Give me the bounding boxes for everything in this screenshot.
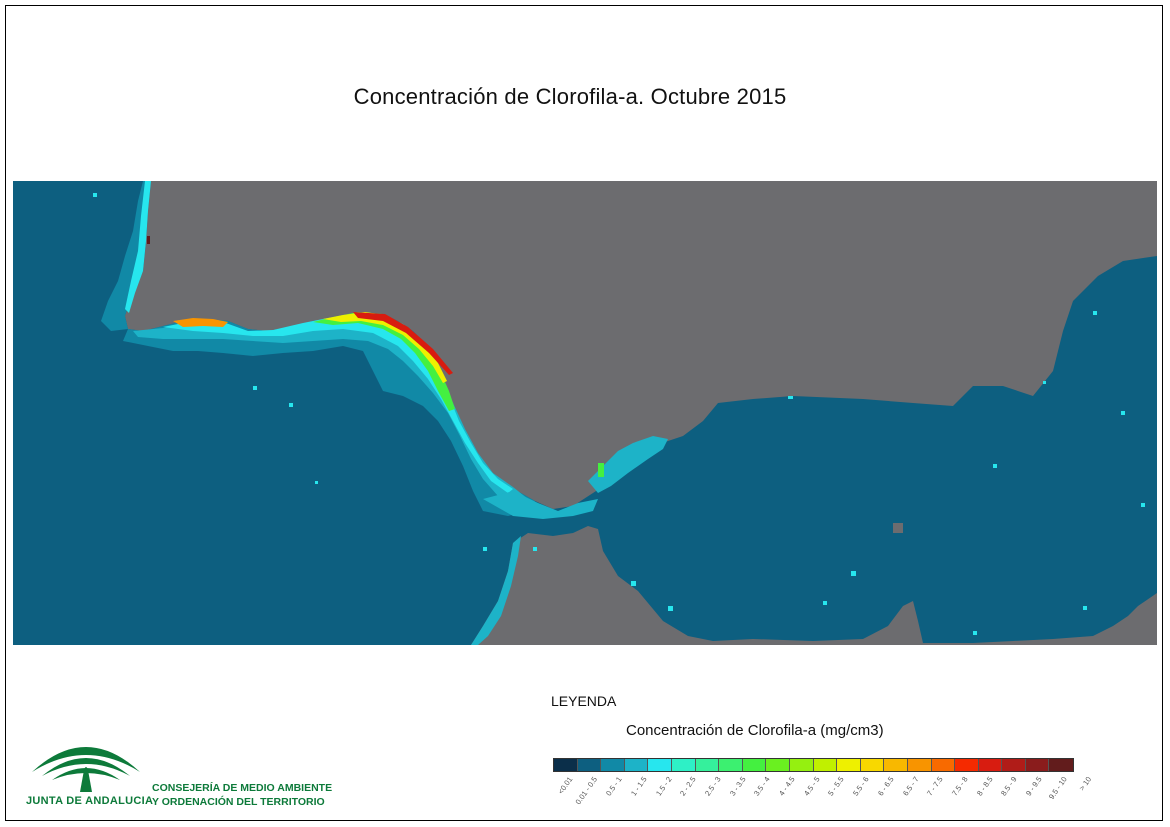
legend-label: 9.5 - 10 [1046, 775, 1069, 801]
legend-swatch [907, 759, 932, 771]
legend-swatch [931, 759, 956, 771]
no-data-patch [893, 523, 903, 533]
legend-label: > 10 [1077, 775, 1094, 793]
legend-swatch [955, 759, 979, 771]
legend-swatch [860, 759, 885, 771]
legend-swatch [742, 759, 767, 771]
legend-label: 9 - 9.5 [1024, 775, 1044, 798]
legend-swatch [766, 759, 790, 771]
legend-swatch [719, 759, 743, 771]
department-name: CONSEJERÍA DE MEDIO AMBIENTE Y ORDENACIÓ… [152, 781, 332, 809]
legend-swatch [1002, 759, 1026, 771]
legend-label: 4.5 - 5 [801, 775, 822, 798]
chlorophyll-peak-guadalquivir [323, 312, 447, 383]
legend-label: 1 - 1.5 [628, 775, 649, 798]
legend-label: 5 - 5.5 [826, 775, 847, 798]
legend-label: 0.5 - 1 [604, 775, 624, 798]
chlorophyll-high-guadalquivir [313, 312, 455, 411]
legend-label: 3.5 - 4 [752, 775, 772, 798]
legend-swatch [789, 759, 814, 771]
legend-swatch [577, 759, 602, 771]
legend-subtitle: Concentración de Clorofila-a (mg/cm3) [626, 722, 884, 739]
chlorophyll-spot-alboran [598, 463, 604, 477]
legend-label: 1.5 - 2 [653, 775, 674, 798]
chlorophyll-peak-huelva [173, 318, 228, 327]
legend-swatch [648, 759, 672, 771]
chlorophyll-map [13, 181, 1157, 645]
legend-swatch [1049, 759, 1074, 771]
coastal-hotspot-portugal [147, 236, 150, 244]
legend-label: 2 - 2.5 [678, 775, 698, 798]
chlorophyll-spots [93, 193, 1145, 635]
legend-swatch [813, 759, 838, 771]
legend-swatch [884, 759, 908, 771]
legend-label: 6.5 - 7 [900, 775, 921, 798]
legend-label: 7 - 7.5 [925, 775, 945, 798]
legend-label: 8 - 8.5 [974, 775, 995, 798]
land-iberia [125, 181, 1157, 509]
org-name: JUNTA DE ANDALUCIA [26, 795, 154, 807]
map-frame [5, 5, 1163, 821]
legend-label: 7.5 - 8 [950, 775, 970, 798]
chlorophyll-max-guadalquivir [353, 312, 453, 375]
land-africa [471, 526, 1157, 645]
legend-swatch [978, 759, 1003, 771]
legend-swatch [554, 759, 578, 771]
legend-label: 5.5 - 6 [851, 775, 871, 798]
legend-label: 6 - 6.5 [875, 775, 896, 798]
legend-swatch [671, 759, 696, 771]
coastal-plume-morocco [471, 536, 521, 645]
legend-label: 4 - 4.5 [777, 775, 797, 798]
legend-color-bar [553, 758, 1075, 772]
coastal-plume-portugal [101, 181, 151, 331]
strait-plume [483, 491, 598, 519]
legend-heading: LEYENDA [551, 693, 617, 709]
legend-swatch [695, 759, 720, 771]
coastal-plume-portugal-inner [125, 181, 151, 313]
department-line-1: CONSEJERÍA DE MEDIO AMBIENTE [152, 782, 333, 794]
legend-label: 3 - 3.5 [727, 775, 748, 798]
map-title: Concentración de Clorofila-a. Octubre 20… [353, 84, 787, 109]
legend-label: 8.5 - 9 [999, 775, 1019, 798]
legend-label: 0.01 - 0.5 [573, 775, 600, 807]
coastal-plume-alboran [588, 436, 668, 493]
legend-swatch [601, 759, 625, 771]
legend-swatch [1025, 759, 1050, 771]
legend-label: 2.5 - 3 [703, 775, 723, 798]
legend-swatch [837, 759, 861, 771]
legend-swatch [624, 759, 649, 771]
junta-andalucia-logo [32, 747, 140, 792]
department-line-2: Y ORDENACIÓN DEL TERRITORIO [152, 796, 325, 808]
legend-label: <0.01 [556, 775, 575, 796]
